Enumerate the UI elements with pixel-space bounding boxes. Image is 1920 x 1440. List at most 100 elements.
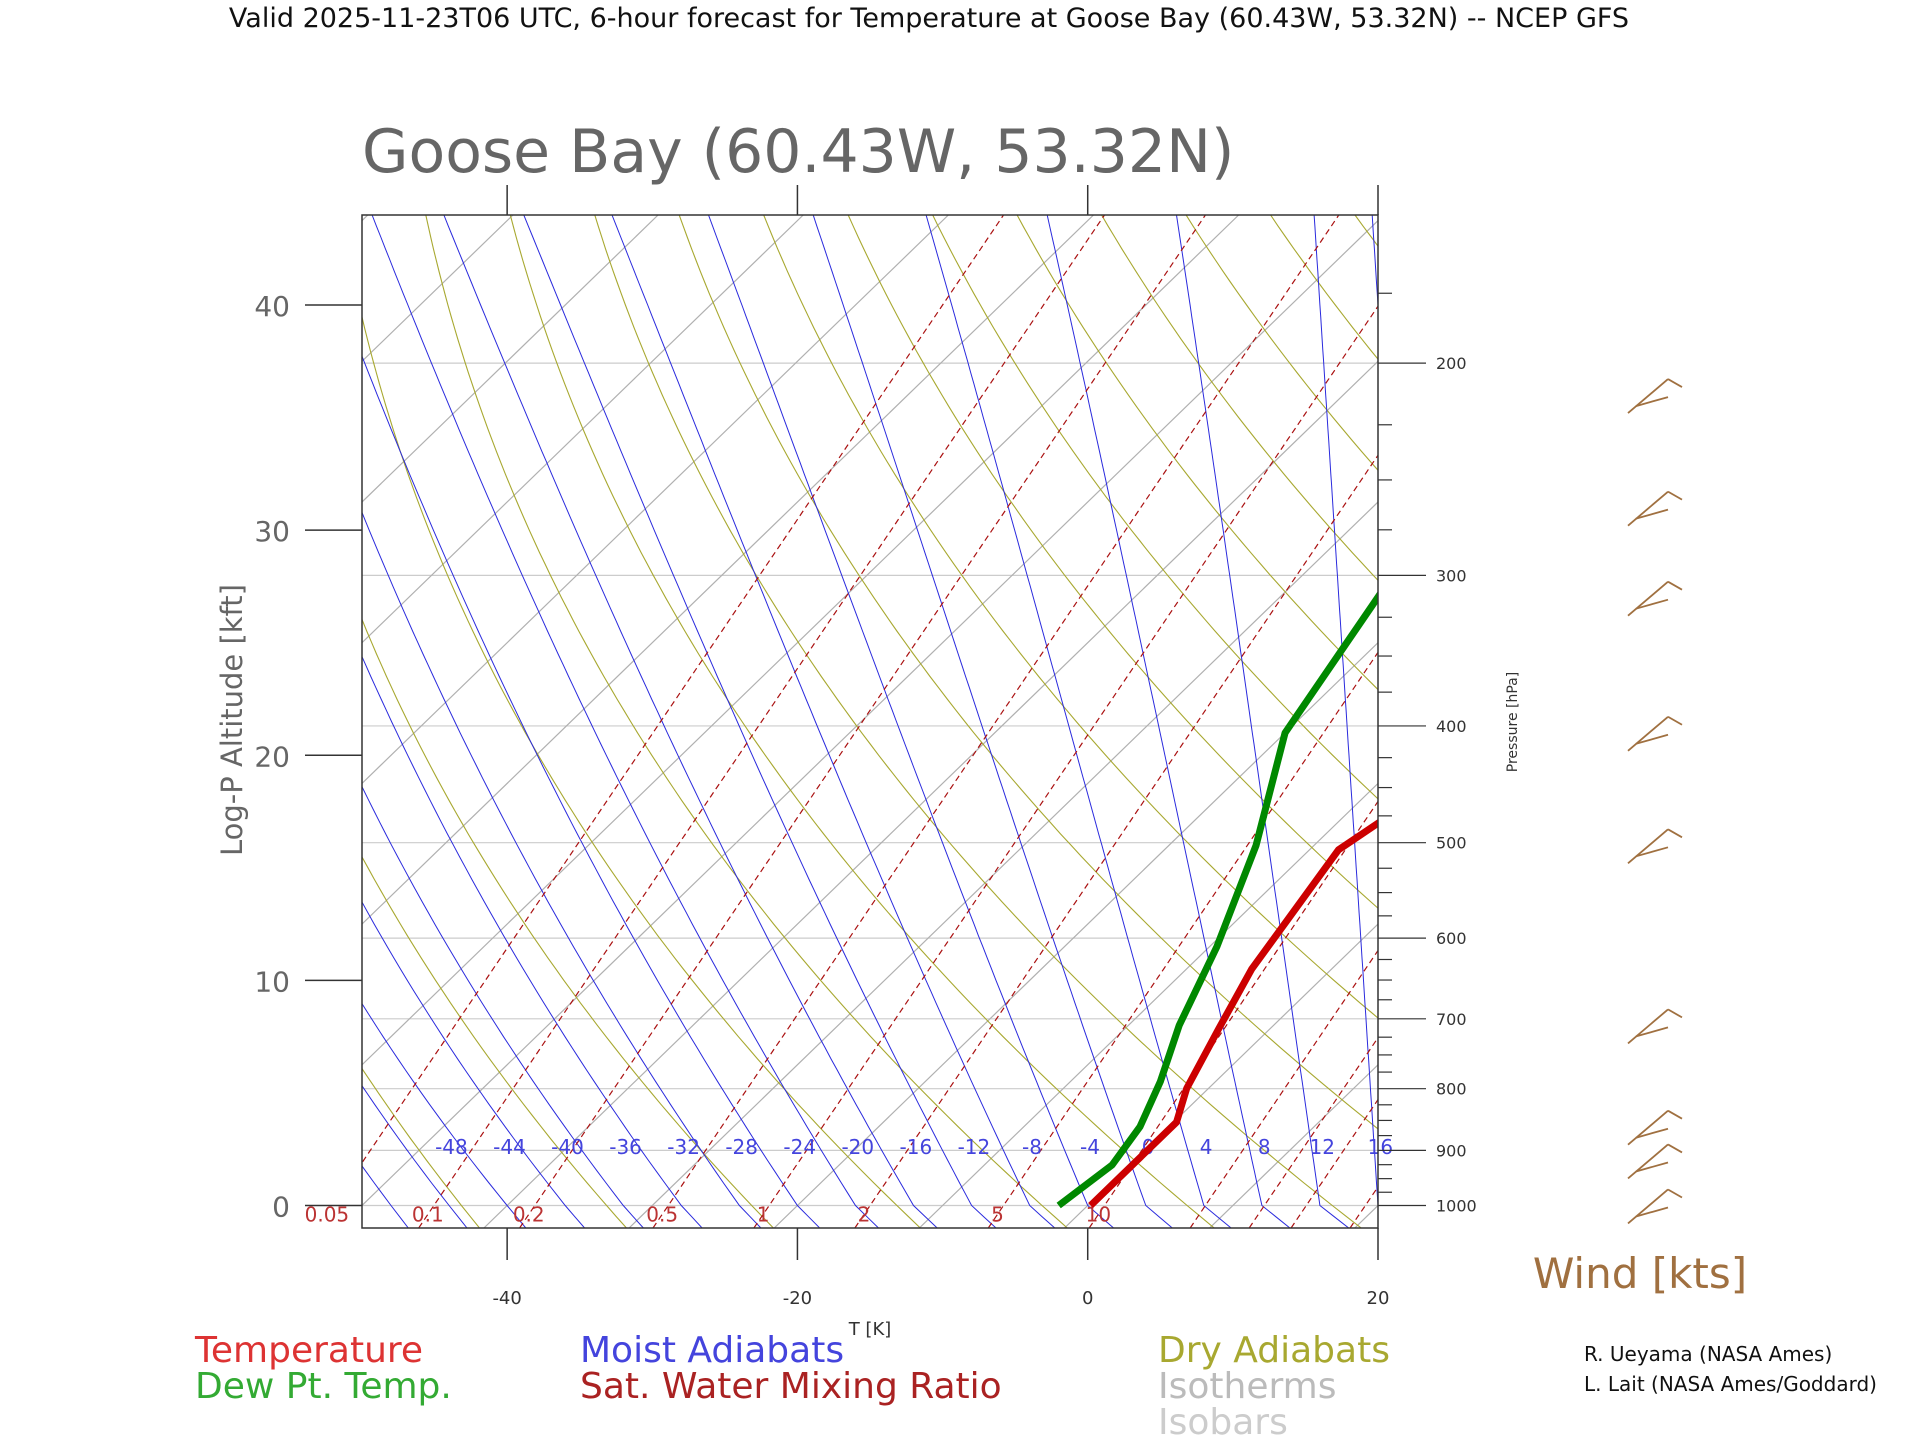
dry-adiabat-line xyxy=(362,314,921,1228)
pressure-tick-label: 500 xyxy=(1436,834,1467,853)
moist-adiabat-line xyxy=(925,215,1232,1228)
mixing-ratio-line xyxy=(1392,215,1920,1228)
isotherm-line xyxy=(362,215,804,644)
moist-adiabat-label: -4 xyxy=(1080,1135,1100,1159)
wind-barb-staff xyxy=(1627,490,1669,527)
x-tick-label: 20 xyxy=(1367,1288,1390,1309)
dry-adiabat-line xyxy=(1609,215,1920,1228)
pressure-tick-label: 700 xyxy=(1436,1010,1467,1029)
credit-line-1: R. Ueyama (NASA Ames) xyxy=(1584,1342,1832,1366)
moist-adiabat-line xyxy=(812,215,1173,1228)
pressure-tick-label: 600 xyxy=(1436,929,1467,948)
wind-label: Wind [kts] xyxy=(1533,1249,1747,1298)
isotherm-line xyxy=(362,215,949,785)
moist-adiabat-line xyxy=(708,215,1114,1228)
moist-adiabat-line xyxy=(1046,215,1291,1228)
wind-barb-staff xyxy=(1627,581,1669,617)
mixing-ratio-line xyxy=(1248,1036,1378,1228)
mixing-ratio-label: 1 xyxy=(757,1202,770,1226)
moist-adiabat-label: -24 xyxy=(783,1135,816,1159)
wind-barb-flag xyxy=(1667,828,1683,839)
mixing-ratio-label: 0.2 xyxy=(513,1202,545,1226)
pressure-tick-label: 900 xyxy=(1436,1141,1467,1160)
x-tick-label: 0 xyxy=(1082,1288,1093,1309)
wind-barb-feather xyxy=(1635,733,1669,745)
moist-adiabat-line xyxy=(362,785,644,1228)
isotherm-line xyxy=(628,501,1378,1228)
isotherm-line xyxy=(0,215,223,1228)
moist-adiabat-label: -12 xyxy=(958,1135,991,1159)
header-valid-line: Valid 2025-11-23T06 UTC, 6-hour forecast… xyxy=(229,3,1629,34)
dry-adiabat-line xyxy=(678,215,1378,1130)
wind-barb-flag xyxy=(1667,1188,1683,1199)
moist-adiabat-label: -16 xyxy=(900,1135,933,1159)
legend-item: Isotherms xyxy=(1158,1366,1336,1407)
wind-barb-staff xyxy=(1627,828,1669,864)
wind-barb-staff xyxy=(1627,1110,1669,1146)
moist-adiabat-line xyxy=(362,354,821,1228)
mixing-ratio-line xyxy=(1525,215,1920,1228)
isotherm-lines xyxy=(0,215,1920,1228)
dry-adiabat-line xyxy=(425,215,1068,1228)
isotherm-line xyxy=(362,215,369,222)
wind-barb-flag xyxy=(1667,1143,1683,1154)
isotherm-line xyxy=(362,219,1378,1207)
isotherm-line xyxy=(918,782,1378,1228)
dry-adiabat-line xyxy=(847,215,1378,909)
moist-adiabat-label: -40 xyxy=(551,1135,584,1159)
wind-barb-flag xyxy=(1667,715,1683,726)
moist-adiabat-label: -28 xyxy=(725,1135,758,1159)
mixing-ratio-line xyxy=(519,215,1206,1228)
moist-adiabat-line xyxy=(1313,215,1378,1207)
y-tick-label: 40 xyxy=(254,290,290,323)
wind-barb-staff xyxy=(1627,1188,1669,1225)
pressure-tick-label: 1000 xyxy=(1436,1196,1477,1215)
wind-barb-flag xyxy=(1667,490,1683,501)
credit-line-2: L. Lait (NASA Ames/Goddard) xyxy=(1584,1372,1877,1396)
mixing-ratio-line xyxy=(753,305,1378,1228)
moist-adiabat-label: 4 xyxy=(1200,1135,1213,1159)
mixing-ratio-line xyxy=(1626,215,1920,1228)
dry-adiabat-line xyxy=(1862,215,1920,1228)
isotherm-line xyxy=(362,215,659,503)
dry-adiabat-line xyxy=(362,855,627,1228)
legend-item: Dew Pt. Temp. xyxy=(195,1366,452,1407)
wind-barb-staff xyxy=(1627,1008,1669,1045)
dry-adiabat-line xyxy=(362,618,774,1228)
mixing-ratio-line xyxy=(1189,949,1378,1228)
moist-adiabat-label: -8 xyxy=(1022,1135,1042,1159)
mixing-ratio-label: 2 xyxy=(858,1202,871,1226)
moist-adiabat-line xyxy=(611,215,1056,1228)
pressure-tick-label: 200 xyxy=(1436,354,1467,373)
mixing-ratio-line xyxy=(1685,215,1920,1228)
mixing-ratio-line xyxy=(362,215,1004,1164)
wind-barb-feather xyxy=(1635,1127,1669,1139)
y-axis-label: Log-P Altitude [kft] xyxy=(215,584,249,856)
plot-frame xyxy=(361,214,1379,1229)
isotherm-line xyxy=(1064,923,1378,1228)
wind-barb-flag xyxy=(1667,1109,1683,1120)
wind-barb-feather xyxy=(1635,846,1669,858)
isotherm-line xyxy=(362,215,1240,1066)
dry-adiabat-line xyxy=(3,215,332,1228)
wind-barb-feather xyxy=(1635,598,1669,610)
isotherm-line xyxy=(362,215,514,363)
dewpoint-line xyxy=(1056,590,1378,1209)
wind-barb-flag xyxy=(1667,1008,1683,1019)
wind-barb-flag xyxy=(1667,580,1683,591)
temperature-line xyxy=(1088,818,1378,1209)
mixing-ratio-label: 0.5 xyxy=(646,1202,678,1226)
moist-adiabat-line xyxy=(1488,215,1584,1228)
pressure-tick-label: 300 xyxy=(1436,566,1467,585)
legend-item: Dry Adiabats xyxy=(1158,1330,1390,1371)
legend-item: Moist Adiabats xyxy=(580,1330,844,1371)
background-lines xyxy=(0,215,1920,1228)
dry-adiabat-line xyxy=(1185,215,1378,472)
moist-adiabat-line xyxy=(0,215,232,1228)
isotherm-line xyxy=(1500,215,1920,1228)
isotherm-line xyxy=(362,215,1094,925)
wind-barbs xyxy=(1627,378,1683,1225)
mixing-ratio-line xyxy=(1484,215,1920,1228)
moist-adiabat-line xyxy=(362,655,703,1228)
